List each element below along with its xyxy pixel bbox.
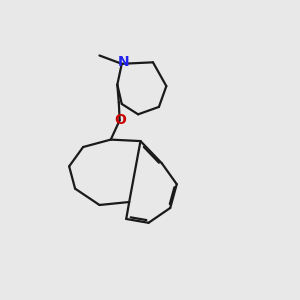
Text: N: N [117,55,129,69]
Text: O: O [115,113,127,127]
